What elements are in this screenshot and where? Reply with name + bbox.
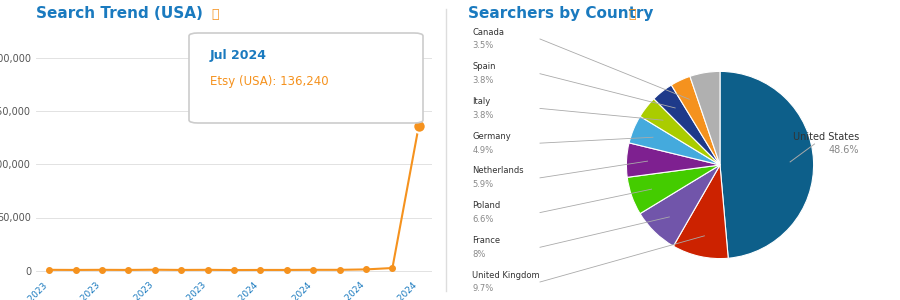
Text: 9.7%: 9.7% [472,284,494,293]
Text: 8%: 8% [472,250,486,259]
Text: ⓘ: ⓘ [212,8,219,21]
Text: 3.8%: 3.8% [472,111,494,120]
Wedge shape [673,165,728,259]
Text: United States: United States [793,131,860,142]
Text: 6.6%: 6.6% [472,215,494,224]
Wedge shape [653,85,720,165]
Text: France: France [472,236,500,245]
Text: 5.9%: 5.9% [472,180,493,189]
Text: 48.6%: 48.6% [829,145,860,155]
Text: Canada: Canada [472,28,505,37]
Text: Poland: Poland [472,201,500,210]
Text: ⓘ: ⓘ [628,8,635,21]
Wedge shape [720,71,814,258]
Text: Spain: Spain [472,62,496,71]
Text: Jul 2024: Jul 2024 [210,50,266,62]
Wedge shape [671,76,720,165]
Wedge shape [629,116,720,165]
Text: Etsy (USA): 136,240: Etsy (USA): 136,240 [210,75,328,88]
Wedge shape [690,71,720,165]
Wedge shape [640,165,720,246]
Text: United Kingdom: United Kingdom [472,271,540,280]
Text: 3.8%: 3.8% [472,76,494,85]
Text: 4.9%: 4.9% [472,146,493,154]
Text: Search Trend (USA): Search Trend (USA) [36,6,202,21]
Text: Netherlands: Netherlands [472,167,524,176]
Wedge shape [627,165,720,214]
Wedge shape [626,143,720,177]
Text: Searchers by Country: Searchers by Country [468,6,653,21]
Wedge shape [640,99,720,165]
Text: 3.5%: 3.5% [472,41,494,50]
Text: Italy: Italy [472,97,490,106]
Text: Germany: Germany [472,132,511,141]
